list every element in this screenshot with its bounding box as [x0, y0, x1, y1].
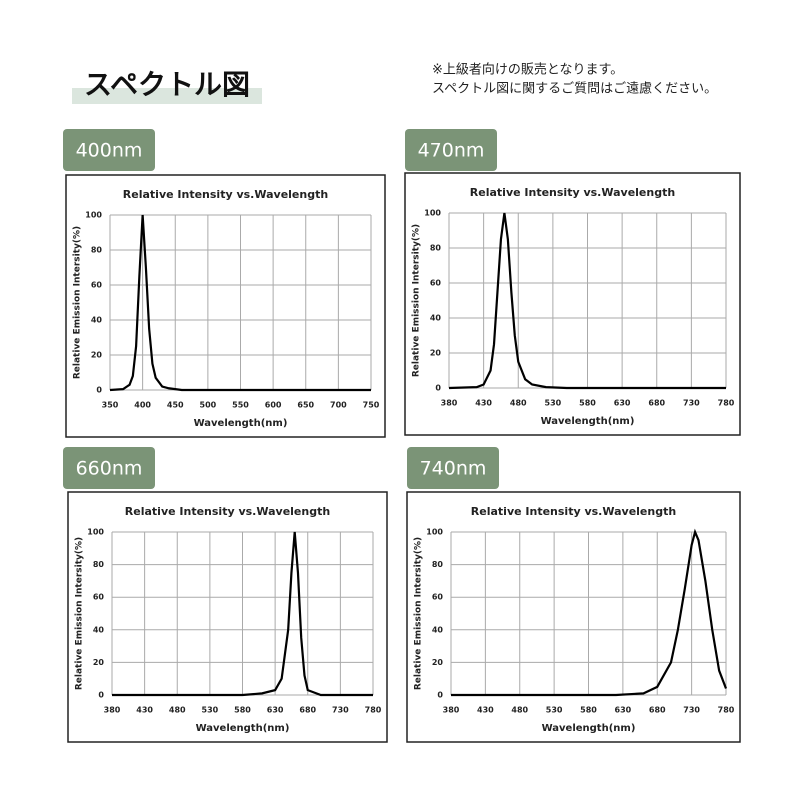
- chart-title: Relative Intensity vs.Wavelength: [470, 186, 675, 199]
- x-tick-label: 550: [232, 401, 249, 410]
- x-tick-label: 600: [265, 401, 282, 410]
- x-tick-label: 400: [134, 401, 151, 410]
- spectrum-line: [112, 531, 373, 697]
- panel-badge: [63, 447, 155, 489]
- y-tick-label: 60: [430, 279, 442, 288]
- y-axis-label: Relative Emission Intersity(%): [414, 537, 424, 690]
- chart-frame: [404, 172, 741, 436]
- panel-badge: [63, 129, 155, 171]
- panel-badge: [405, 129, 497, 171]
- chart-title: Relative Intensity vs.Wavelength: [125, 505, 330, 518]
- panel-label: 400nm: [76, 140, 143, 162]
- x-tick-label: 450: [167, 401, 184, 410]
- x-tick-label: 530: [202, 706, 219, 715]
- x-tick-label: 780: [365, 706, 382, 715]
- x-tick-label: 730: [332, 706, 349, 715]
- x-tick-label: 480: [510, 399, 527, 408]
- x-tick-label: 780: [718, 399, 735, 408]
- y-tick-label: 80: [93, 560, 105, 569]
- x-tick-label: 700: [330, 401, 347, 410]
- y-tick-label: 0: [96, 386, 102, 395]
- x-tick-label: 730: [683, 706, 700, 715]
- panel-label: 470nm: [418, 140, 485, 162]
- y-tick-label: 60: [91, 281, 103, 290]
- x-tick-label: 650: [297, 401, 314, 410]
- x-tick-label: 630: [267, 706, 284, 715]
- x-tick-label: 580: [579, 399, 596, 408]
- x-tick-label: 480: [169, 706, 186, 715]
- x-tick-label: 480: [511, 706, 528, 715]
- x-tick-label: 380: [441, 399, 458, 408]
- x-tick-label: 680: [648, 399, 665, 408]
- y-tick-label: 60: [93, 593, 105, 602]
- chart-title: Relative Intensity vs.Wavelength: [123, 188, 328, 201]
- spectrum-line: [448, 212, 726, 390]
- chart-frame: [65, 174, 386, 438]
- y-tick-label: 40: [93, 625, 105, 634]
- spectrum-line: [451, 528, 728, 697]
- panel-label: 740nm: [420, 458, 487, 480]
- y-tick-label: 20: [93, 658, 105, 667]
- x-tick-label: 430: [136, 706, 153, 715]
- note: ※上級者向けの販売となります。: [432, 62, 623, 78]
- y-tick-label: 40: [91, 316, 103, 325]
- x-tick-label: 680: [299, 706, 316, 715]
- y-tick-label: 20: [430, 349, 442, 358]
- x-tick-label: 680: [649, 706, 666, 715]
- y-tick-label: 0: [437, 691, 443, 700]
- y-tick-label: 100: [426, 528, 443, 537]
- y-tick-label: 80: [430, 244, 442, 253]
- y-tick-label: 20: [91, 351, 103, 360]
- y-axis-label: Relative Emission Intersity(%): [412, 224, 422, 377]
- x-tick-label: 780: [718, 706, 735, 715]
- y-tick-label: 60: [432, 593, 444, 602]
- x-tick-label: 580: [234, 706, 251, 715]
- page-title: スペクトル図: [84, 68, 250, 101]
- x-axis-label: Wavelength(nm): [542, 723, 636, 734]
- chart-title: Relative Intensity vs.Wavelength: [471, 505, 676, 518]
- y-tick-label: 80: [432, 560, 444, 569]
- x-tick-label: 430: [475, 399, 492, 408]
- x-tick-label: 350: [102, 401, 119, 410]
- chart-frame: [67, 491, 388, 743]
- panel-label: 660nm: [76, 458, 143, 480]
- y-axis-label: Relative Emission Intersity(%): [75, 537, 85, 690]
- x-tick-label: 630: [615, 706, 632, 715]
- title-band: [72, 88, 262, 104]
- panel-badge: [407, 447, 499, 489]
- x-tick-label: 730: [683, 399, 700, 408]
- x-tick-label: 380: [443, 706, 460, 715]
- x-axis-label: Wavelength(nm): [194, 418, 288, 429]
- spectrum-line: [109, 214, 371, 392]
- y-tick-label: 100: [85, 211, 102, 220]
- y-tick-label: 80: [91, 246, 103, 255]
- x-tick-label: 380: [104, 706, 121, 715]
- x-tick-label: 530: [545, 399, 562, 408]
- x-tick-label: 530: [546, 706, 563, 715]
- x-axis-label: Wavelength(nm): [196, 723, 290, 734]
- y-tick-label: 20: [432, 658, 444, 667]
- x-tick-label: 430: [477, 706, 494, 715]
- x-tick-label: 500: [200, 401, 217, 410]
- x-axis-label: Wavelength(nm): [541, 416, 635, 427]
- y-tick-label: 100: [87, 528, 104, 537]
- y-tick-label: 0: [98, 691, 104, 700]
- y-tick-label: 40: [432, 625, 444, 634]
- x-tick-label: 750: [363, 401, 380, 410]
- y-tick-label: 0: [435, 384, 441, 393]
- y-axis-label: Relative Emission Intersity(%): [73, 226, 83, 379]
- y-tick-label: 100: [424, 209, 441, 218]
- y-tick-label: 40: [430, 314, 442, 323]
- chart-frame: [406, 491, 741, 743]
- x-tick-label: 630: [614, 399, 631, 408]
- x-tick-label: 580: [580, 706, 597, 715]
- note: スペクトル図に関するご質問はご遠慮ください。: [432, 81, 717, 97]
